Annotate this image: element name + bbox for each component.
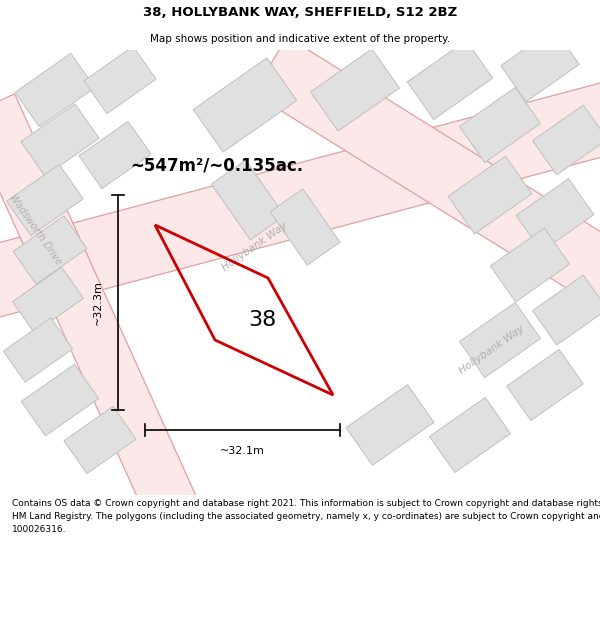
Polygon shape — [22, 364, 98, 436]
Polygon shape — [460, 88, 541, 162]
Polygon shape — [346, 384, 434, 466]
Polygon shape — [13, 268, 83, 332]
Text: Wadsworth Drive: Wadsworth Drive — [7, 193, 63, 267]
Polygon shape — [516, 179, 594, 251]
Polygon shape — [4, 318, 73, 382]
Text: Map shows position and indicative extent of the property.: Map shows position and indicative extent… — [150, 34, 450, 44]
Text: Hollybank Way: Hollybank Way — [458, 324, 526, 376]
Polygon shape — [430, 398, 511, 472]
Text: ~32.3m: ~32.3m — [93, 280, 103, 325]
Polygon shape — [311, 49, 400, 131]
Polygon shape — [490, 228, 569, 302]
Polygon shape — [501, 28, 579, 102]
Polygon shape — [533, 105, 600, 175]
Polygon shape — [64, 406, 136, 474]
Polygon shape — [193, 58, 297, 152]
Text: ~32.1m: ~32.1m — [220, 446, 265, 456]
Polygon shape — [533, 275, 600, 345]
Text: 38, HOLLYBANK WAY, SHEFFIELD, S12 2BZ: 38, HOLLYBANK WAY, SHEFFIELD, S12 2BZ — [143, 6, 457, 19]
Polygon shape — [0, 94, 200, 526]
Polygon shape — [7, 164, 83, 236]
Text: 38: 38 — [248, 309, 277, 329]
Polygon shape — [507, 349, 583, 421]
Polygon shape — [0, 80, 600, 320]
Polygon shape — [460, 302, 541, 378]
Text: ~547m²/~0.135ac.: ~547m²/~0.135ac. — [130, 156, 303, 174]
Polygon shape — [13, 216, 87, 284]
Text: Hollybank Way: Hollybank Way — [221, 221, 289, 273]
Polygon shape — [15, 53, 95, 127]
Polygon shape — [448, 156, 532, 234]
Polygon shape — [270, 189, 340, 265]
Polygon shape — [84, 46, 156, 114]
Polygon shape — [21, 104, 99, 176]
Polygon shape — [211, 160, 285, 240]
Polygon shape — [79, 121, 151, 189]
Polygon shape — [407, 41, 493, 119]
Text: Contains OS data © Crown copyright and database right 2021. This information is : Contains OS data © Crown copyright and d… — [12, 499, 600, 534]
Polygon shape — [253, 37, 600, 323]
